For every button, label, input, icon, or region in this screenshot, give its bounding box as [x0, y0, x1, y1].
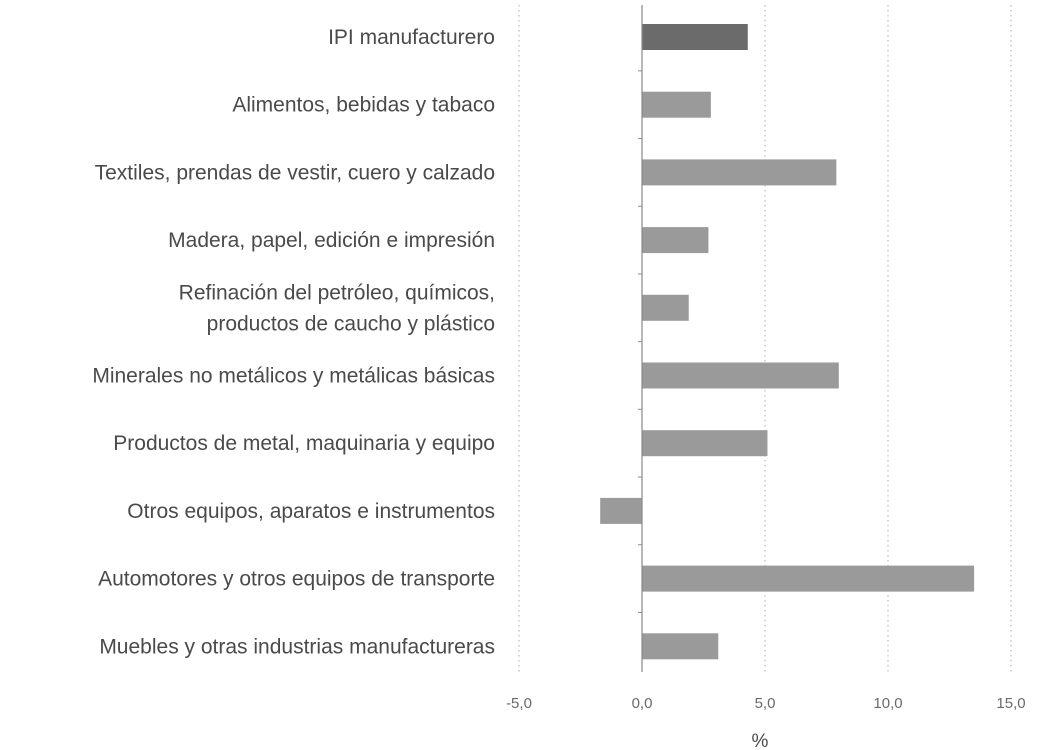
bar: [642, 91, 711, 118]
x-axis-title: %: [752, 731, 769, 750]
bar: [600, 497, 642, 524]
category-label: Textiles, prendas de vestir, cuero y cal…: [95, 161, 495, 184]
category-label: Muebles y otras industrias manufacturera…: [99, 635, 495, 658]
bar: [642, 633, 719, 660]
category-label: Minerales no metálicos y metálicas básic…: [92, 365, 495, 388]
bar: [642, 430, 768, 457]
category-label: Otros equipos, aparatos e instrumentos: [127, 500, 495, 523]
bar: [642, 362, 839, 389]
axis-layer: [638, 5, 643, 672]
tick-labels: -5,0 0,0 5,0 10,0 15,0: [506, 695, 1026, 712]
category-label: Alimentos, bebidas y tabaco: [232, 94, 495, 117]
category-label: Refinación del petróleo, químicos,: [179, 281, 495, 304]
bar: [642, 227, 709, 254]
category-label: IPI manufacturero: [328, 26, 495, 49]
x-tick-label: 5,0: [755, 695, 776, 712]
bar: [642, 294, 689, 321]
category-label: Productos de metal, maquinaria y equipo: [113, 432, 495, 455]
bar: [642, 565, 975, 592]
x-tick-label: 10,0: [873, 695, 902, 712]
x-tick-label: 15,0: [996, 695, 1025, 712]
category-label: productos de caucho y plástico: [207, 312, 495, 335]
bar: [642, 24, 748, 50]
bar: [642, 159, 837, 186]
category-label: Automotores y otros equipos de transport…: [98, 568, 495, 591]
category-labels: IPI manufacturero Alimentos, bebidas y ta…: [92, 26, 495, 658]
category-label: Madera, papel, edición e impresión: [168, 229, 495, 252]
x-tick-label: -5,0: [506, 695, 532, 712]
x-tick-label: 0,0: [632, 695, 653, 712]
grid-layer: [518, 5, 1012, 672]
bars-layer: [600, 24, 975, 660]
